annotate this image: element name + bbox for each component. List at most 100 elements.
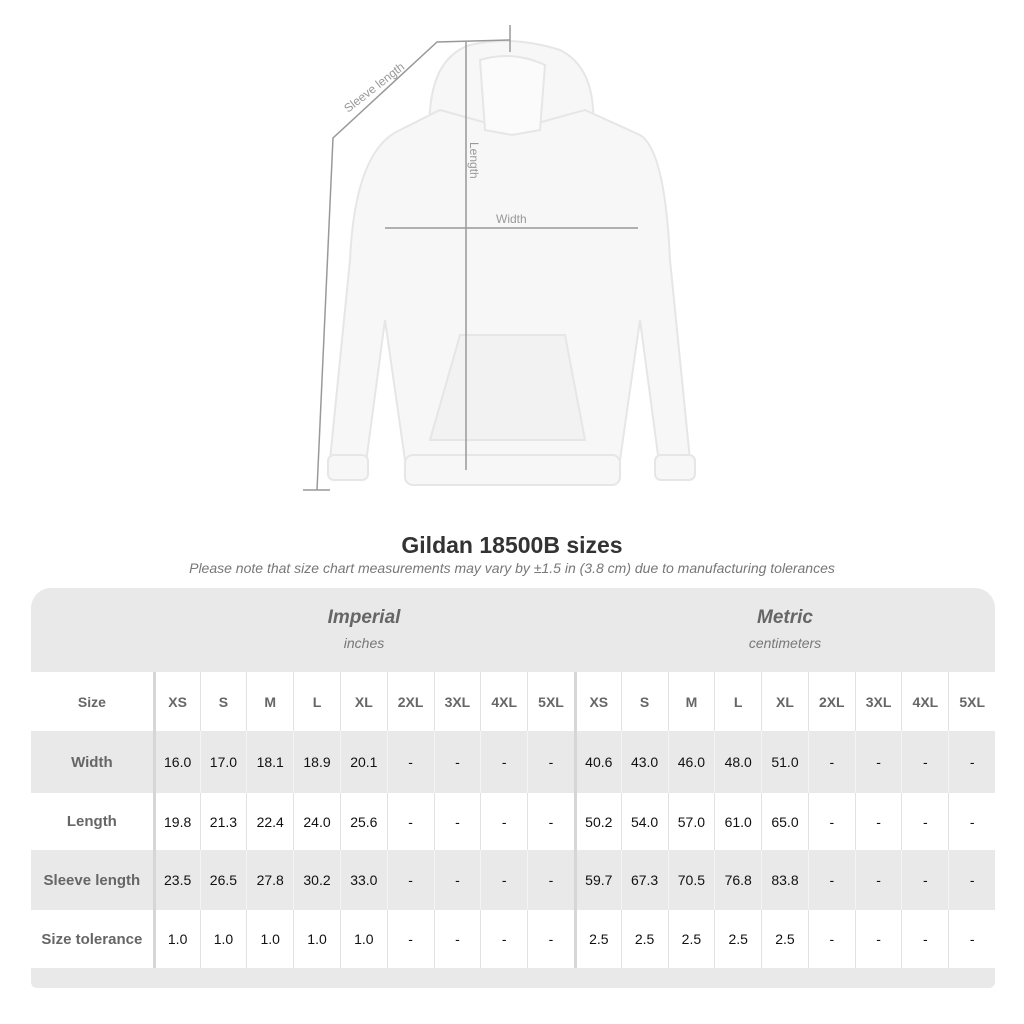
table-cell: -	[527, 731, 574, 793]
table-cell: -	[854, 850, 902, 910]
table-cell: 26.5	[199, 850, 247, 910]
table-cell: -	[854, 731, 902, 793]
table-cell: 23.5	[152, 850, 200, 910]
size-column-header: 4XL	[480, 672, 527, 731]
row-label: Size	[77, 693, 106, 710]
size-column-header: XS	[152, 672, 200, 731]
size-column-header: XL	[761, 672, 808, 731]
table-cell: 27.8	[246, 850, 293, 910]
table-cell: -	[948, 793, 995, 850]
imperial-group-header: Imperial inches	[153, 588, 575, 672]
size-column-header: S	[199, 672, 247, 731]
table-cell: 48.0	[714, 731, 761, 793]
table-cell: -	[480, 910, 527, 968]
size-column-header: L	[714, 672, 761, 731]
table-cell: 59.7	[573, 850, 621, 910]
table-cell: 46.0	[667, 731, 715, 793]
table-cell: -	[854, 793, 902, 850]
table-cell: 2.5	[761, 910, 808, 968]
table-cell: 21.3	[199, 793, 247, 850]
table-cell: 57.0	[667, 793, 715, 850]
table-cell: 33.0	[339, 850, 387, 910]
size-column-header: 2XL	[807, 672, 855, 731]
table-cell: -	[901, 910, 948, 968]
table-cell: -	[433, 793, 481, 850]
table-cell: -	[901, 850, 948, 910]
size-column-header: M	[667, 672, 715, 731]
table-cell: -	[386, 850, 434, 910]
table-cell: 1.0	[199, 910, 247, 968]
table-cell: 76.8	[714, 850, 761, 910]
table-cell: 2.5	[714, 910, 761, 968]
row-label: Sleeve length	[43, 871, 141, 889]
table-cell: 24.0	[293, 793, 340, 850]
table-cell: 17.0	[199, 731, 247, 793]
size-column-header: 5XL	[948, 672, 995, 731]
table-cell: -	[948, 850, 995, 910]
table-cell: -	[433, 731, 481, 793]
table-cell: -	[386, 731, 434, 793]
table-cell: -	[527, 850, 574, 910]
table-cell: 30.2	[293, 850, 340, 910]
row-label: Size tolerance	[41, 930, 143, 948]
table-cell: 1.0	[152, 910, 200, 968]
table-cell: 43.0	[620, 731, 668, 793]
table-cell: -	[854, 910, 902, 968]
table-cell: -	[386, 793, 434, 850]
page-title: Gildan 18500B sizes	[401, 532, 623, 558]
table-cell: 40.6	[573, 731, 621, 793]
table-cell: -	[948, 910, 995, 968]
size-table: Imperial inches Metric centimeters Size X…	[31, 588, 995, 988]
table-cell: 16.0	[152, 731, 200, 793]
table-row: Sleeve length 23.5 26.5 27.8 30.2 33.0- - - -59.…	[31, 850, 995, 910]
table-cell: -	[433, 850, 481, 910]
table-cell: -	[948, 731, 995, 793]
table-cell: 22.4	[246, 793, 293, 850]
size-column-header: XL	[339, 672, 387, 731]
sleeve-length-label: Sleeve length	[341, 60, 407, 116]
size-header-row: Size XS S M L XL 2XL 3XL 4XL 5XL XS S M L XL 2XL 3XL 4XL 5…	[31, 672, 995, 731]
table-cell: 25.6	[339, 793, 387, 850]
measure-lines	[303, 25, 638, 491]
size-column-header: 2XL	[386, 672, 434, 731]
row-label: Width	[71, 753, 113, 771]
size-column-header: 3XL	[854, 672, 902, 731]
table-row: Length 19.8 21.3 22.4 24.0 25.6- - - -50.2 54.0 57…	[31, 793, 995, 850]
imperial-unit: inches	[343, 635, 385, 651]
table-cell: 18.1	[246, 731, 293, 793]
hoodie-diagram: Sleeve length Length Width	[303, 25, 696, 491]
table-cell: -	[480, 793, 527, 850]
metric-unit: centimeters	[748, 635, 822, 651]
size-column-header: S	[620, 672, 668, 731]
width-label: Width	[496, 212, 527, 226]
table-row: Width 16.0 17.0 18.1 18.9 20.1- - - -40.6 43.0 46.…	[31, 731, 995, 793]
size-column-header: XS	[573, 672, 621, 731]
metric-title: Metric	[757, 607, 813, 628]
hoodie-illustration	[327, 40, 696, 486]
table-cell: -	[480, 731, 527, 793]
table-cell: 1.0	[246, 910, 293, 968]
table-cell: -	[527, 793, 574, 850]
size-column-header: M	[246, 672, 293, 731]
table-cell: 2.5	[667, 910, 715, 968]
table-cell: 50.2	[573, 793, 621, 850]
size-column-header: 4XL	[901, 672, 948, 731]
table-cell: 20.1	[339, 731, 387, 793]
table-cell: -	[527, 910, 574, 968]
table-cell: 54.0	[620, 793, 668, 850]
size-column-header: 3XL	[433, 672, 481, 731]
table-row: Size tolerance 1.0 1.0 1.0 1.0 1.0- - - -2.5 2.5 2…	[31, 910, 995, 968]
size-column-header: 5XL	[527, 672, 574, 731]
table-cell: -	[807, 850, 855, 910]
table-cell: 2.5	[620, 910, 668, 968]
size-column-header: L	[293, 672, 340, 731]
table-cell: 65.0	[761, 793, 808, 850]
table-cell: 83.8	[761, 850, 808, 910]
table-cell: -	[807, 793, 855, 850]
table-cell: -	[386, 910, 434, 968]
table-cell: -	[433, 910, 481, 968]
imperial-title: Imperial	[327, 607, 401, 628]
table-cell: -	[901, 793, 948, 850]
metric-group-header: Metric centimeters	[575, 588, 995, 672]
length-label: Length	[467, 142, 481, 179]
